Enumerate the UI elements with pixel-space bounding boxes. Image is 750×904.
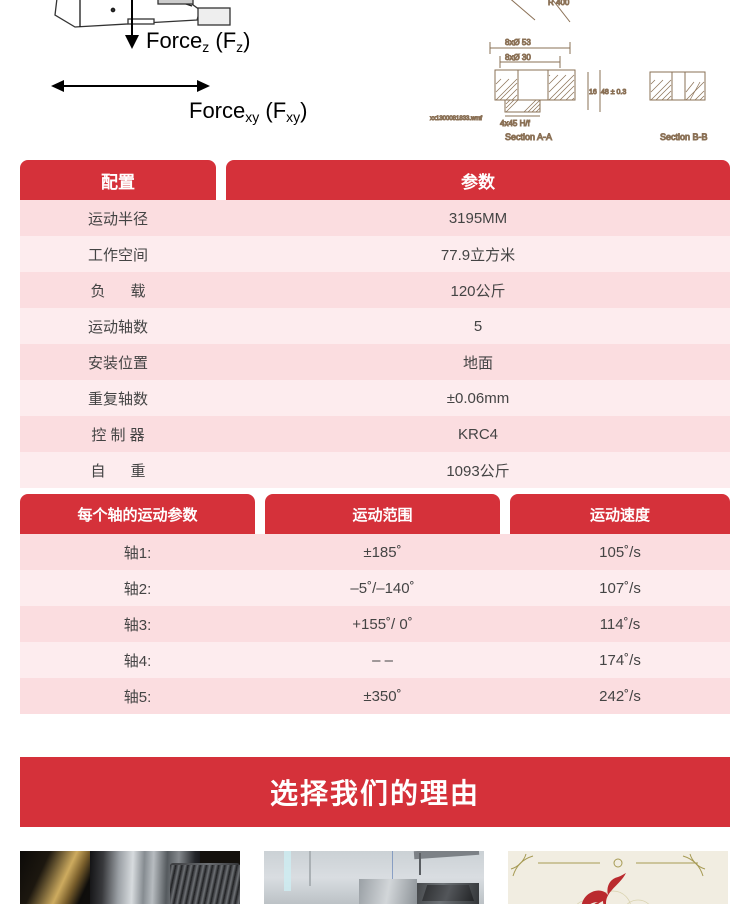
svg-text:Section A-A: Section A-A [505, 132, 552, 142]
svg-text:48 ± 0.3: 48 ± 0.3 [601, 89, 626, 96]
svg-text:16: 16 [589, 89, 597, 96]
svg-text:Forcexy (Fxy): Forcexy (Fxy) [189, 98, 307, 125]
svg-text:Section B-B: Section B-B [660, 132, 708, 142]
svg-text:8xØ 30: 8xØ 30 [505, 53, 531, 62]
svg-text:xx1300081833.wmf: xx1300081833.wmf [430, 116, 482, 122]
svg-text:8xØ 53: 8xØ 53 [505, 38, 531, 47]
svg-text:Forcez (Fz): Forcez (Fz) [146, 28, 250, 55]
svg-text:R 400: R 400 [548, 0, 570, 7]
svg-text:4x45 H/f: 4x45 H/f [500, 119, 531, 128]
